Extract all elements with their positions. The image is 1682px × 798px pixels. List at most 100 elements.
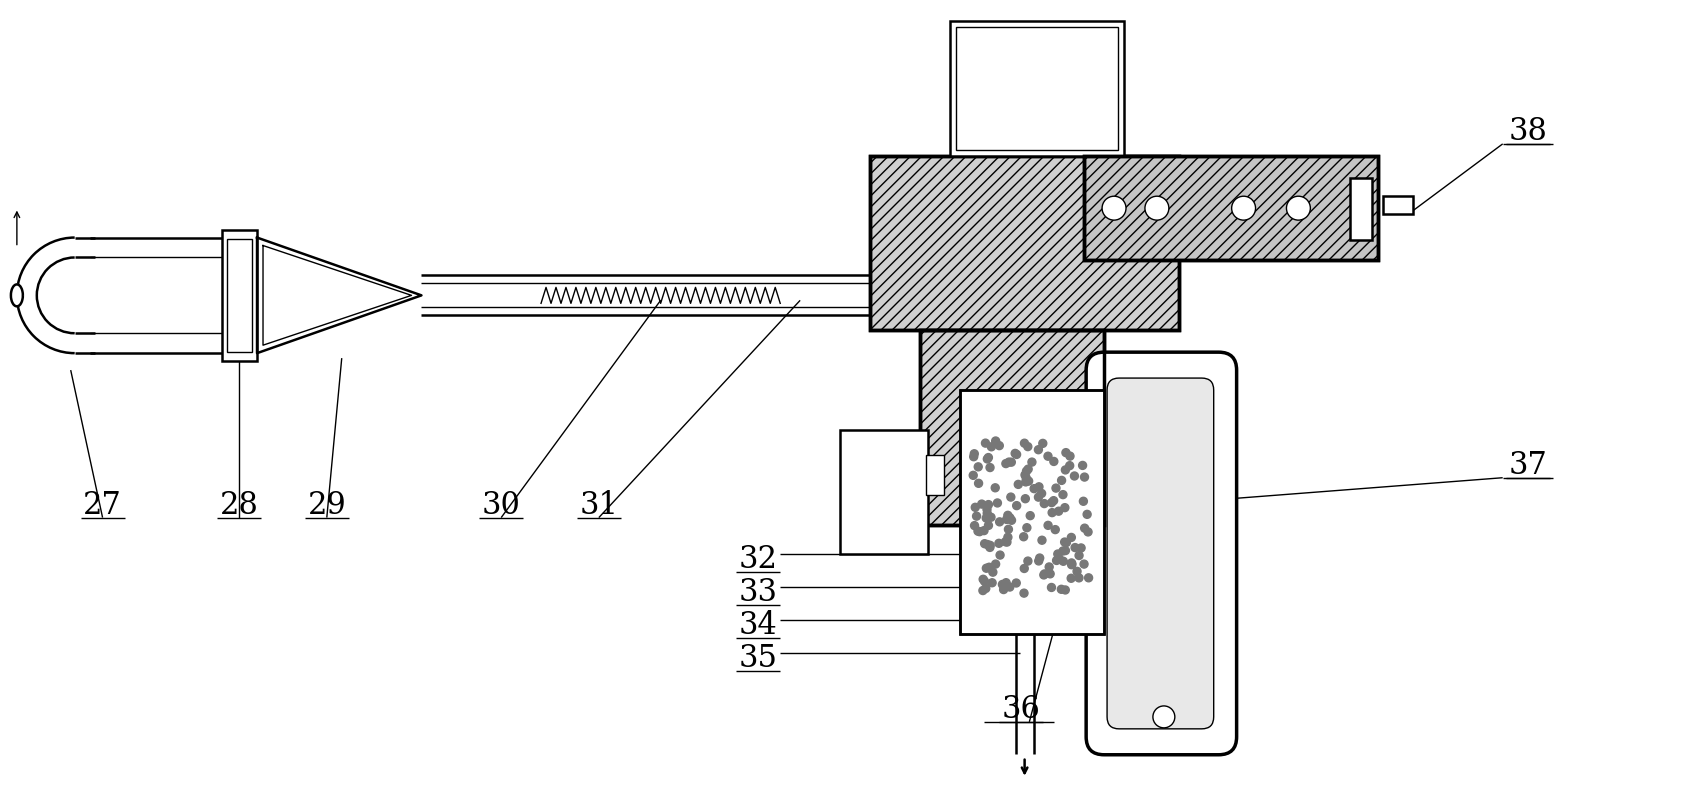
- Text: 34: 34: [738, 610, 777, 642]
- Circle shape: [1002, 579, 1011, 587]
- Circle shape: [992, 437, 999, 445]
- Circle shape: [986, 563, 992, 571]
- Circle shape: [986, 543, 994, 551]
- Bar: [920, 330, 1103, 524]
- Circle shape: [971, 522, 979, 530]
- Circle shape: [1021, 471, 1029, 479]
- Circle shape: [984, 453, 992, 461]
- Circle shape: [1080, 560, 1088, 568]
- Text: 36: 36: [1002, 694, 1041, 725]
- Circle shape: [986, 464, 994, 472]
- Text: 35: 35: [738, 643, 777, 674]
- Circle shape: [1152, 706, 1174, 728]
- Circle shape: [1034, 446, 1043, 454]
- Text: 27: 27: [82, 490, 123, 520]
- Circle shape: [1061, 504, 1068, 512]
- Circle shape: [1001, 538, 1009, 546]
- Circle shape: [1002, 516, 1011, 523]
- Circle shape: [1066, 452, 1075, 460]
- Circle shape: [1080, 497, 1087, 505]
- Circle shape: [1075, 551, 1083, 559]
- Circle shape: [996, 441, 1002, 449]
- Circle shape: [1076, 544, 1085, 552]
- Circle shape: [969, 472, 977, 480]
- Circle shape: [1048, 499, 1056, 507]
- Circle shape: [999, 580, 1006, 588]
- Circle shape: [989, 568, 997, 576]
- Circle shape: [1002, 460, 1009, 468]
- Circle shape: [1060, 491, 1066, 499]
- Circle shape: [1034, 483, 1043, 491]
- Circle shape: [1060, 547, 1066, 555]
- Circle shape: [979, 575, 987, 583]
- FancyBboxPatch shape: [1087, 352, 1236, 755]
- Bar: [950, 22, 1124, 156]
- Bar: [870, 156, 1179, 330]
- Text: 32: 32: [738, 544, 777, 575]
- Bar: [920, 330, 1103, 524]
- Circle shape: [1078, 461, 1087, 469]
- Bar: [960, 390, 1103, 634]
- Circle shape: [1036, 554, 1045, 562]
- Circle shape: [1080, 524, 1088, 532]
- Circle shape: [1028, 458, 1036, 466]
- Circle shape: [991, 484, 999, 492]
- Circle shape: [1008, 516, 1016, 524]
- Circle shape: [1051, 484, 1060, 492]
- Circle shape: [1034, 493, 1043, 501]
- Circle shape: [1024, 465, 1033, 473]
- Circle shape: [1046, 570, 1055, 578]
- Circle shape: [1058, 585, 1065, 593]
- Circle shape: [1008, 493, 1014, 501]
- Circle shape: [1061, 538, 1068, 546]
- Text: 31: 31: [579, 490, 619, 520]
- Circle shape: [981, 539, 989, 547]
- Circle shape: [1068, 559, 1075, 567]
- Circle shape: [1063, 539, 1070, 547]
- Circle shape: [1045, 521, 1051, 529]
- Circle shape: [979, 587, 987, 595]
- Circle shape: [1083, 511, 1092, 519]
- Circle shape: [1050, 496, 1058, 504]
- Circle shape: [1061, 466, 1070, 474]
- Bar: [1085, 156, 1378, 260]
- Circle shape: [1004, 533, 1013, 541]
- Circle shape: [984, 509, 991, 517]
- Text: 38: 38: [1509, 116, 1547, 147]
- Circle shape: [1006, 583, 1014, 591]
- Circle shape: [1085, 574, 1093, 582]
- Circle shape: [981, 578, 989, 585]
- Circle shape: [974, 480, 982, 488]
- Circle shape: [1287, 196, 1310, 220]
- Circle shape: [987, 579, 996, 587]
- Circle shape: [1066, 575, 1075, 583]
- Circle shape: [1021, 564, 1028, 572]
- Bar: [870, 156, 1179, 330]
- Circle shape: [982, 514, 991, 522]
- Circle shape: [1004, 458, 1013, 466]
- Circle shape: [1021, 439, 1028, 447]
- Circle shape: [977, 500, 986, 508]
- Circle shape: [1038, 489, 1046, 497]
- Circle shape: [1011, 449, 1019, 457]
- Circle shape: [1231, 196, 1255, 220]
- Circle shape: [1055, 555, 1063, 563]
- Circle shape: [1039, 571, 1048, 579]
- Bar: [1383, 196, 1413, 214]
- Circle shape: [982, 505, 991, 513]
- FancyBboxPatch shape: [1107, 378, 1214, 729]
- Circle shape: [1039, 500, 1048, 508]
- Bar: [1351, 178, 1373, 239]
- Circle shape: [984, 540, 991, 548]
- Circle shape: [1038, 536, 1046, 544]
- Circle shape: [1070, 472, 1078, 480]
- Circle shape: [976, 527, 984, 535]
- Circle shape: [1102, 196, 1125, 220]
- Text: 28: 28: [220, 490, 259, 520]
- Circle shape: [1068, 560, 1076, 568]
- Circle shape: [1006, 514, 1014, 522]
- Text: 33: 33: [738, 578, 777, 608]
- Circle shape: [1048, 508, 1056, 516]
- Bar: [960, 390, 1103, 634]
- Text: 37: 37: [1509, 450, 1547, 481]
